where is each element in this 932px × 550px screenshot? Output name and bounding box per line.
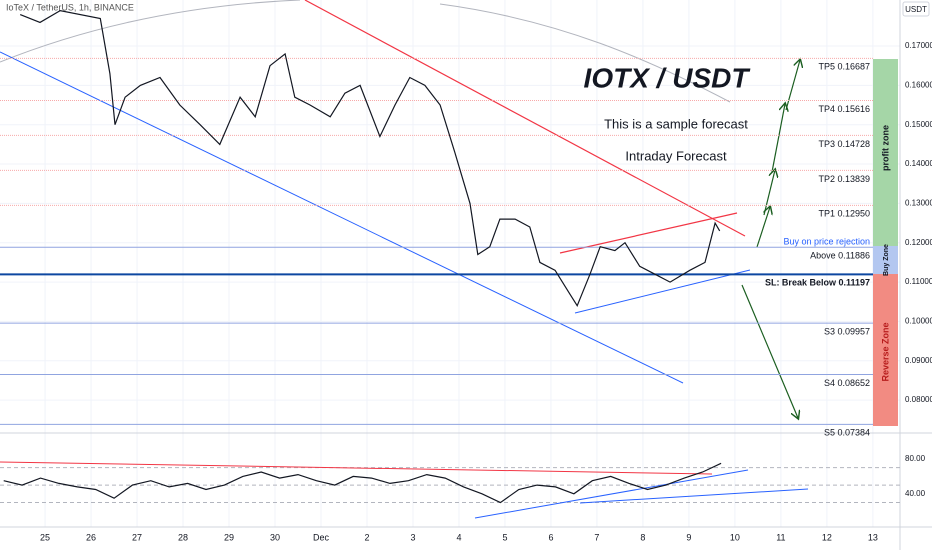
x-tick-label: 27 (132, 532, 142, 542)
x-tick-label: 6 (548, 532, 553, 542)
currency: USDT (905, 5, 927, 14)
x-tick-label: Dec (313, 532, 330, 542)
x-tick-label: 4 (456, 532, 461, 542)
rsi-line (3, 462, 722, 504)
buy-zone (873, 246, 898, 274)
x-tick-label: 12 (822, 532, 832, 542)
rsi-trend (0, 461, 713, 475)
x-tick-label: 3 (410, 532, 415, 542)
level-label: SL: Break Below 0.11197 (765, 278, 870, 288)
y-tick-label: 0.14000 (905, 159, 932, 168)
trend-line (559, 212, 738, 254)
header: IoTeX / TetherUS, 1h, BINANCE (6, 2, 134, 12)
forecast-arrows (741, 60, 800, 418)
y-tick-label: 0.16000 (905, 80, 932, 89)
y-tick-label: 0.11000 (905, 277, 932, 286)
rsi-tick-label: 80.00 (905, 454, 926, 463)
rsi-trend (579, 488, 809, 504)
x-tick-label: 10 (730, 532, 740, 542)
x-tick-label: 5 (502, 532, 507, 542)
level-label: Above 0.11886 (810, 251, 870, 261)
y-tick-label: 0.12000 (905, 238, 932, 247)
level-label: TP5 0.16687 (818, 62, 870, 72)
annotation: Intraday Forecast (625, 148, 727, 163)
x-tick-label: 7 (594, 532, 599, 542)
rsi-trend (474, 469, 749, 519)
price-line (19, 9, 721, 308)
x-tick-label: 30 (270, 532, 280, 542)
currency-box (902, 1, 930, 17)
reverse-zone (873, 274, 898, 426)
level-label: S4 0.08652 (824, 378, 870, 388)
rsi-tick-label: 40.00 (905, 489, 926, 498)
x-tick-label: 29 (224, 532, 234, 542)
title: IOTX / USDT (584, 62, 752, 93)
x-tick-label: 11 (776, 532, 785, 542)
level-label: S3 0.09957 (824, 326, 870, 336)
x-tick-label: 2 (364, 532, 369, 542)
y-tick-label: 0.10000 (905, 317, 932, 326)
x-tick-label: 28 (178, 532, 188, 542)
zone-label: Reverse Zone (880, 322, 890, 381)
zone-label: Buy Zone (883, 244, 890, 276)
x-tick-label: 9 (686, 532, 691, 542)
trend-line (304, 0, 746, 237)
level-label: TP1 0.12950 (818, 209, 870, 219)
x-tick-label: 8 (640, 532, 645, 542)
y-tick-label: 0.09000 (905, 356, 932, 365)
level-label: TP2 0.13839 (818, 174, 870, 184)
buy-note: Buy on price rejection (783, 236, 870, 246)
zone-label: profit zone (880, 125, 890, 171)
y-tick-label: 0.17000 (905, 41, 932, 50)
profit-zone (873, 59, 898, 246)
x-tick-label: 13 (868, 532, 878, 542)
y-tick-label: 0.13000 (905, 199, 932, 208)
level-label: TP4 0.15616 (818, 104, 870, 114)
level-label: S5 0.07384 (824, 428, 870, 438)
level-label: TP3 0.14728 (818, 139, 870, 149)
trend-line (574, 269, 751, 314)
y-tick-label: 0.08000 (905, 395, 932, 404)
moving-average (0, 0, 731, 103)
subtitle: This is a sample forecast (604, 116, 748, 131)
x-tick-label: 26 (86, 532, 96, 542)
y-tick-label: 0.15000 (905, 120, 932, 129)
x-tick-label: 25 (40, 532, 50, 542)
